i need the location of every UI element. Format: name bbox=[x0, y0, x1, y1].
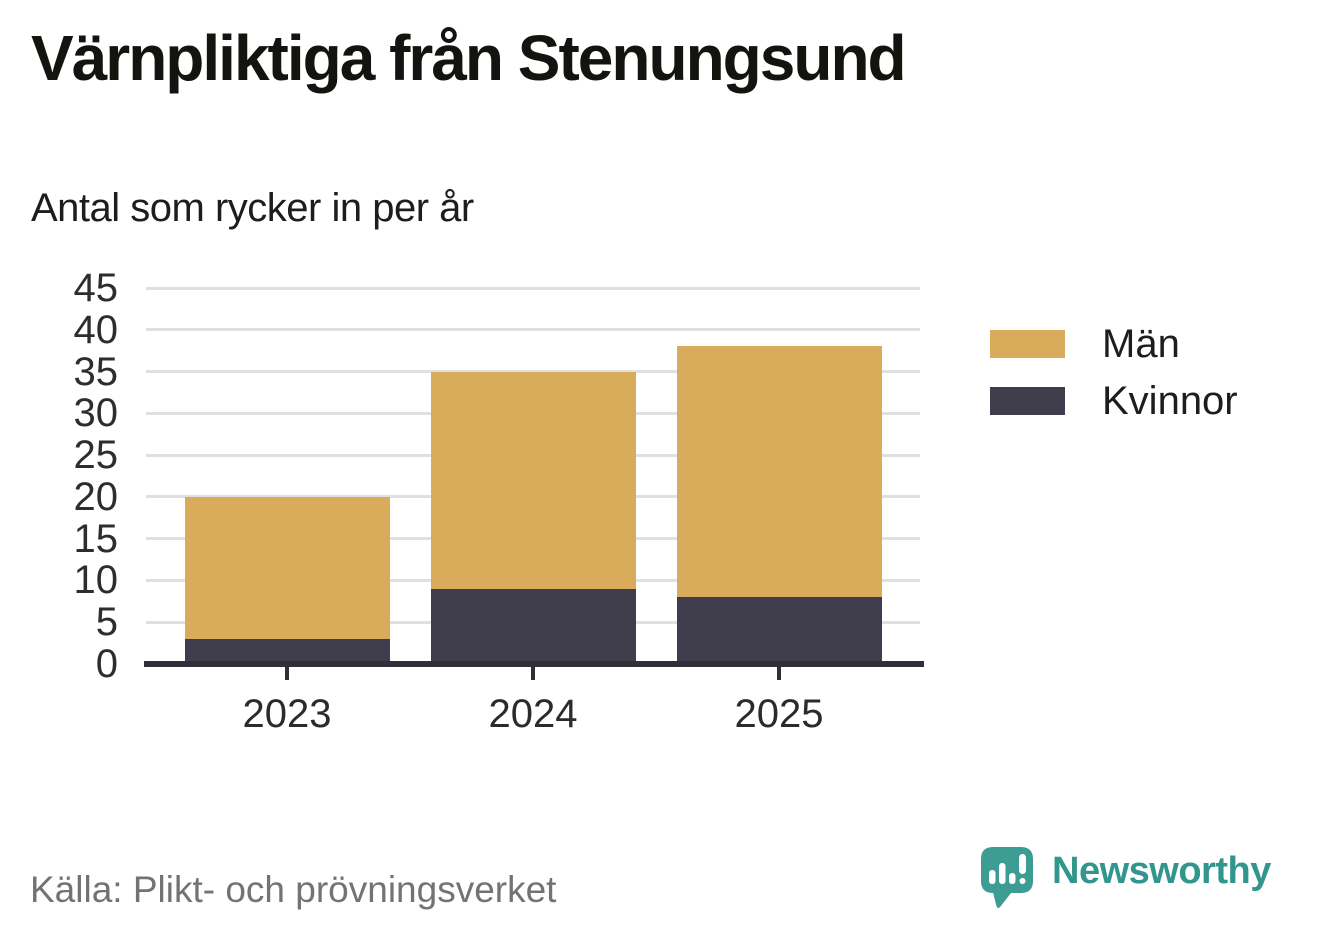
legend-label-kvinnor: Kvinnor bbox=[1102, 379, 1238, 423]
legend-swatch-kvinnor bbox=[990, 387, 1065, 415]
x-tick-label-2024: 2024 bbox=[488, 692, 578, 736]
bar-segment-2023-män bbox=[184, 496, 390, 639]
y-tick-label-20: 20 bbox=[73, 474, 119, 519]
y-tick-label-15: 15 bbox=[73, 516, 119, 561]
legend-label-män: Män bbox=[1102, 322, 1180, 366]
chart-subtitle: Antal som rycker in per år bbox=[31, 186, 474, 230]
y-tick-label-5: 5 bbox=[95, 600, 118, 645]
x-tick-mark-2023 bbox=[285, 667, 289, 680]
x-tick-mark-2025 bbox=[777, 667, 781, 680]
gridline-y-40 bbox=[146, 328, 920, 332]
bar-segment-2024-kvinnor bbox=[430, 588, 636, 664]
y-tick-label-40: 40 bbox=[73, 307, 119, 352]
legend-item-män: Män bbox=[990, 322, 1238, 366]
legend-swatch-män bbox=[990, 330, 1065, 358]
y-tick-label-45: 45 bbox=[73, 266, 119, 310]
brand-logo: Newsworthy bbox=[980, 846, 1271, 910]
bar-segment-2024-män bbox=[430, 371, 636, 589]
y-tick-label-30: 30 bbox=[73, 391, 119, 436]
chart-title: Värnpliktiga från Stenungsund bbox=[31, 22, 907, 94]
y-tick-label-35: 35 bbox=[73, 349, 119, 394]
x-axis-line bbox=[144, 661, 924, 667]
x-tick-label-2025: 2025 bbox=[734, 692, 824, 736]
source-text: Källa: Plikt- och prövningsverket bbox=[30, 869, 557, 910]
y-tick-label-0: 0 bbox=[95, 642, 118, 686]
y-tick-label-10: 10 bbox=[73, 558, 119, 603]
x-tick-mark-2024 bbox=[531, 667, 535, 680]
bar-segment-2025-kvinnor bbox=[676, 597, 882, 664]
gridline-y-45 bbox=[146, 286, 920, 290]
x-tick-label-2023: 2023 bbox=[242, 692, 332, 736]
brand-name: Newsworthy bbox=[1052, 850, 1271, 892]
legend-item-kvinnor: Kvinnor bbox=[990, 379, 1238, 423]
bar-segment-2023-kvinnor bbox=[184, 638, 390, 664]
legend: Män Kvinnor bbox=[990, 322, 1238, 444]
y-tick-label-25: 25 bbox=[73, 433, 119, 478]
bar-segment-2025-män bbox=[676, 346, 882, 598]
newsworthy-bubble-chart-icon bbox=[981, 847, 1033, 908]
